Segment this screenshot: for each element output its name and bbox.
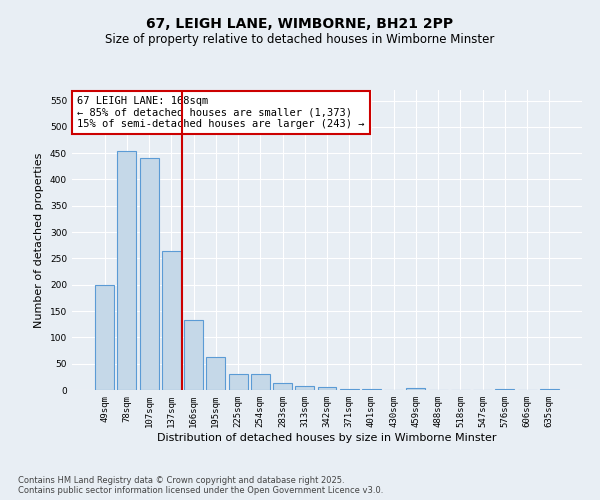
- Bar: [229, 374, 248, 390]
- Text: Size of property relative to detached houses in Wimborne Minster: Size of property relative to detached ho…: [106, 32, 494, 46]
- Bar: [406, 388, 425, 390]
- Bar: [95, 284, 114, 390]
- Y-axis label: Number of detached properties: Number of detached properties: [34, 152, 44, 328]
- X-axis label: Distribution of detached houses by size in Wimborne Minster: Distribution of detached houses by size …: [157, 432, 497, 442]
- Bar: [496, 389, 514, 390]
- Bar: [540, 389, 559, 390]
- Bar: [340, 389, 359, 390]
- Bar: [273, 383, 292, 390]
- Text: 67 LEIGH LANE: 168sqm
← 85% of detached houses are smaller (1,373)
15% of semi-d: 67 LEIGH LANE: 168sqm ← 85% of detached …: [77, 96, 365, 129]
- Text: 67, LEIGH LANE, WIMBORNE, BH21 2PP: 67, LEIGH LANE, WIMBORNE, BH21 2PP: [146, 18, 454, 32]
- Bar: [162, 250, 181, 390]
- Text: Contains HM Land Registry data © Crown copyright and database right 2025.
Contai: Contains HM Land Registry data © Crown c…: [18, 476, 383, 495]
- Bar: [251, 374, 270, 390]
- Bar: [317, 388, 337, 390]
- Bar: [206, 358, 225, 390]
- Bar: [118, 150, 136, 390]
- Bar: [295, 386, 314, 390]
- Bar: [140, 158, 158, 390]
- Bar: [184, 320, 203, 390]
